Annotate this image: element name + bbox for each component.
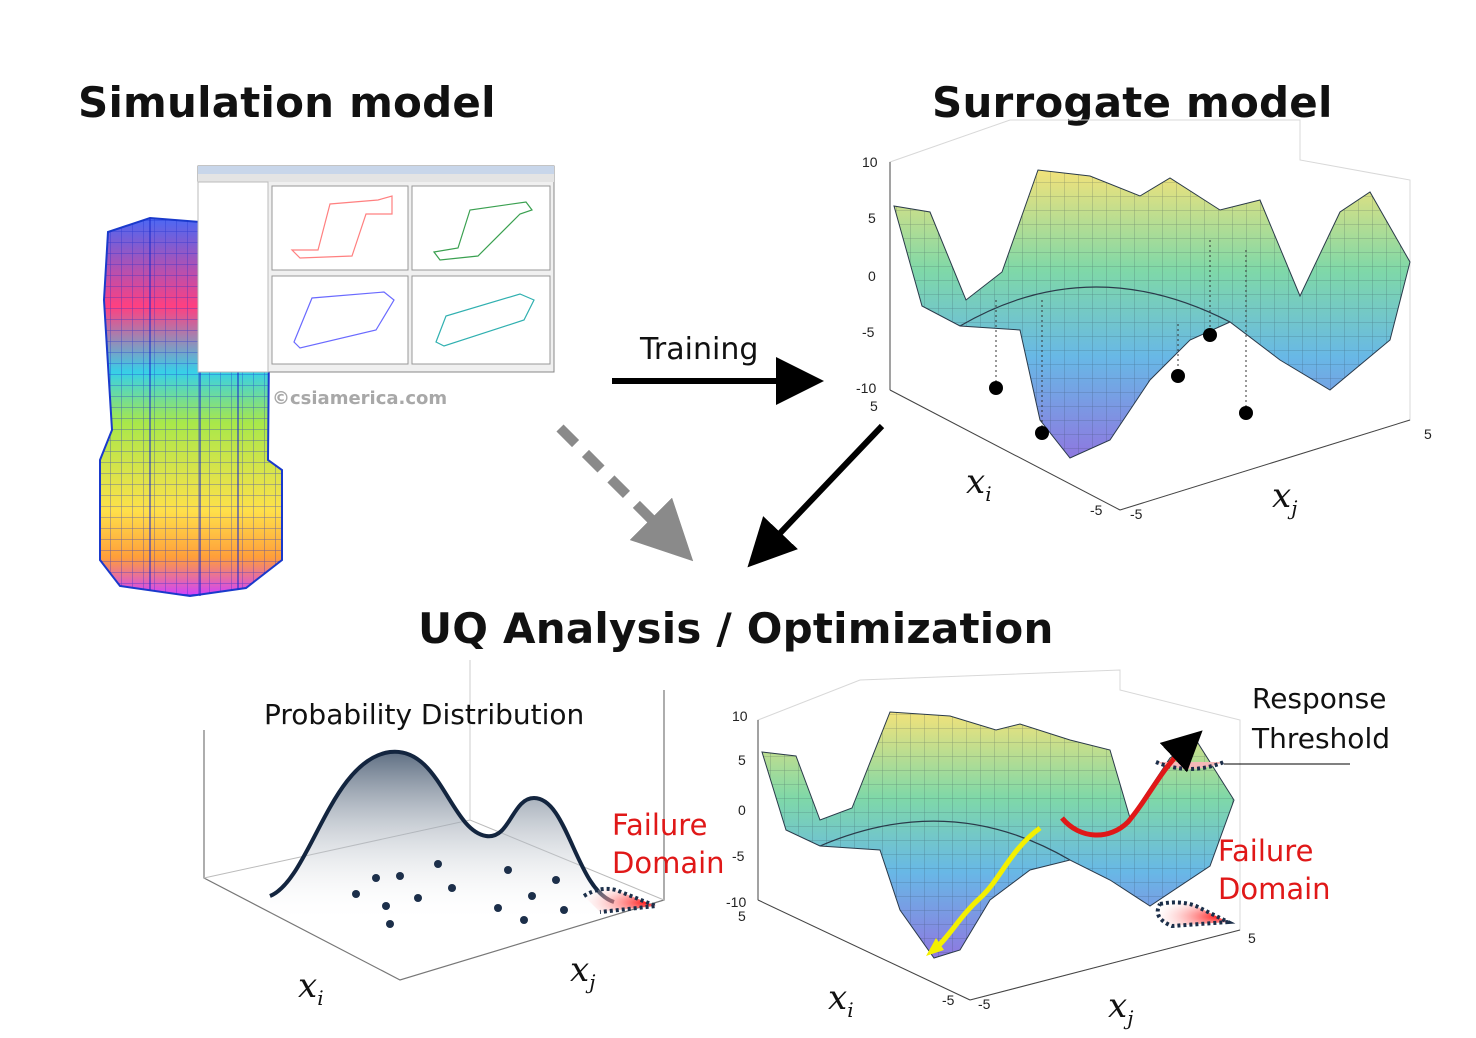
xi-tick: 5 <box>738 908 746 924</box>
response-threshold-label-1: Response <box>1252 682 1387 715</box>
yellow-optimization-path <box>932 825 1042 952</box>
z-tick: 10 <box>862 154 878 170</box>
z-tick: 0 <box>868 268 876 284</box>
failure-domain-label-right-1: Failure <box>1218 834 1314 868</box>
failure-domain-label-left-1: Failure <box>612 808 708 842</box>
xj-tick: -5 <box>978 996 991 1012</box>
watermark-text: ©csiamerica.com <box>272 388 448 409</box>
red-optimization-path <box>1060 730 1203 838</box>
surrogate-model-title: Surrogate model <box>932 78 1333 127</box>
surrogate-to-uq-arrow <box>747 423 885 568</box>
xj-tick: 5 <box>1248 930 1256 946</box>
distribution-curve <box>269 749 615 904</box>
z-tick: -10 <box>856 380 877 396</box>
xj-axis-label-optimization: xj <box>1108 986 1134 1030</box>
sample-point <box>1203 328 1217 342</box>
uq-analysis-title: UQ Analysis / Optimization <box>418 604 1054 653</box>
xj-axis-label: xj <box>1272 476 1298 520</box>
z-tick: -5 <box>862 324 875 340</box>
xi-tick: 5 <box>870 398 878 414</box>
simulation-model-title: Simulation model <box>78 78 496 127</box>
sample-point <box>1035 426 1049 440</box>
xi-axis-label-optimization: xi <box>828 978 854 1022</box>
z-tick: 10 <box>732 708 748 724</box>
z-tick: 5 <box>738 752 746 768</box>
response-threshold-label-2: Threshold <box>1252 722 1390 755</box>
direct-analysis-dashed-arrow <box>556 424 694 562</box>
probability-distribution-plot <box>203 660 665 981</box>
z-tick: 5 <box>868 210 876 226</box>
z-tick: -10 <box>726 894 747 910</box>
optimization-surface-plot <box>757 669 1350 1001</box>
surrogate-surface-plot <box>889 119 1411 511</box>
sample-point <box>1239 406 1253 420</box>
z-tick: -5 <box>732 848 745 864</box>
xj-tick: 5 <box>1424 426 1432 442</box>
xj-tick: -5 <box>1130 506 1143 522</box>
software-screenshot-image <box>197 165 555 373</box>
failure-domain-label-left-2: Domain <box>612 846 725 880</box>
xj-axis-label-distribution: xj <box>570 950 596 994</box>
sample-point <box>1171 369 1185 383</box>
sample-point <box>989 381 1003 395</box>
xi-axis-label-distribution: xi <box>298 966 324 1010</box>
failure-domain-label-right-2: Domain <box>1218 872 1331 906</box>
probability-distribution-label: Probability Distribution <box>264 698 585 731</box>
xi-tick: -5 <box>1090 502 1103 518</box>
xi-axis-label: xi <box>966 462 992 506</box>
training-label: Training <box>640 332 759 367</box>
z-tick: 0 <box>738 802 746 818</box>
xi-tick: -5 <box>942 992 955 1008</box>
